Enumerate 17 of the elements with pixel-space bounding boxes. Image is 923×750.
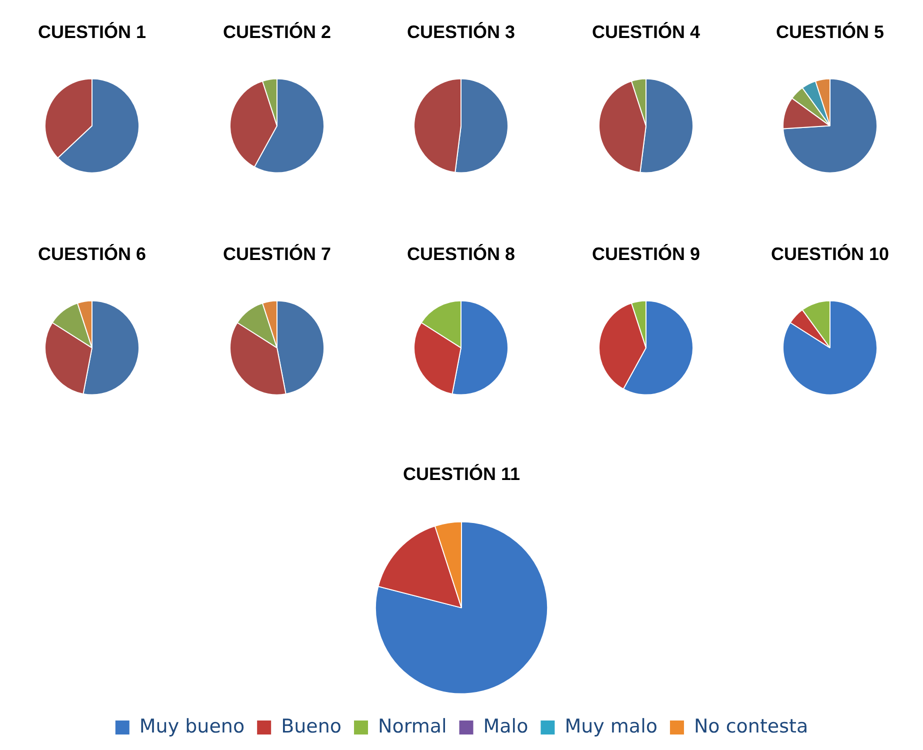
chart-title: CUESTIÓN 6 — [38, 244, 146, 264]
legend-label: Normal — [378, 715, 447, 738]
legend-label: Muy malo — [564, 715, 658, 738]
legend-label: Malo — [483, 715, 528, 738]
legend-label: Bueno — [281, 715, 342, 738]
chart-title: CUESTIÓN 7 — [222, 244, 331, 264]
chart-title: CUESTIÓN 1 — [38, 22, 146, 42]
chart-title: CUESTIÓN 11 — [402, 464, 520, 484]
legend-label: No contesta — [694, 715, 808, 738]
chart-title: CUESTIÓN 4 — [592, 22, 700, 42]
legend-label: Muy bueno — [139, 715, 245, 738]
chart-title: CUESTIÓN 3 — [407, 22, 516, 42]
chart-title: CUESTIÓN 2 — [222, 22, 331, 42]
chart-title: CUESTIÓN 9 — [592, 244, 700, 264]
chart-title: CUESTIÓN 8 — [407, 244, 516, 264]
chart-title: CUESTIÓN 5 — [776, 22, 884, 42]
chart-title: CUESTIÓN 10 — [771, 244, 890, 264]
